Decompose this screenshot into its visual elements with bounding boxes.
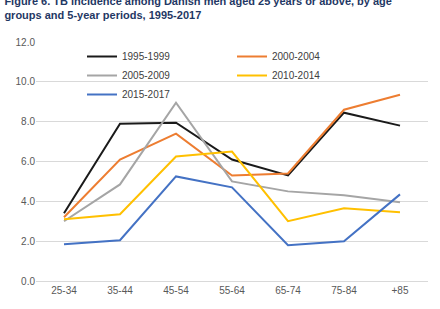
svg-text:35-44: 35-44: [107, 285, 133, 296]
svg-text:2005-2009: 2005-2009: [122, 70, 170, 81]
svg-text:2015-2017: 2015-2017: [122, 89, 170, 100]
svg-text:2000-2004: 2000-2004: [272, 51, 320, 62]
svg-text:8.0: 8.0: [21, 116, 35, 127]
svg-text:1995-1999: 1995-1999: [122, 51, 170, 62]
svg-text:12.0: 12.0: [16, 37, 36, 48]
svg-text:75-84: 75-84: [331, 285, 357, 296]
svg-text:6.0: 6.0: [21, 156, 35, 167]
svg-text:65-74: 65-74: [275, 285, 301, 296]
svg-text:2.0: 2.0: [21, 236, 35, 247]
svg-text:45-54: 45-54: [163, 285, 189, 296]
svg-text:2010-2014: 2010-2014: [272, 70, 320, 81]
svg-text:Figure 6. TB incidence among D: Figure 6. TB incidence among Danish men …: [4, 0, 392, 21]
svg-text:0.0: 0.0: [21, 276, 35, 287]
svg-text:25-34: 25-34: [51, 285, 77, 296]
svg-text:55-64: 55-64: [219, 285, 245, 296]
svg-text:10.0: 10.0: [16, 76, 36, 87]
svg-text:+85: +85: [392, 285, 409, 296]
svg-text:4.0: 4.0: [21, 196, 35, 207]
